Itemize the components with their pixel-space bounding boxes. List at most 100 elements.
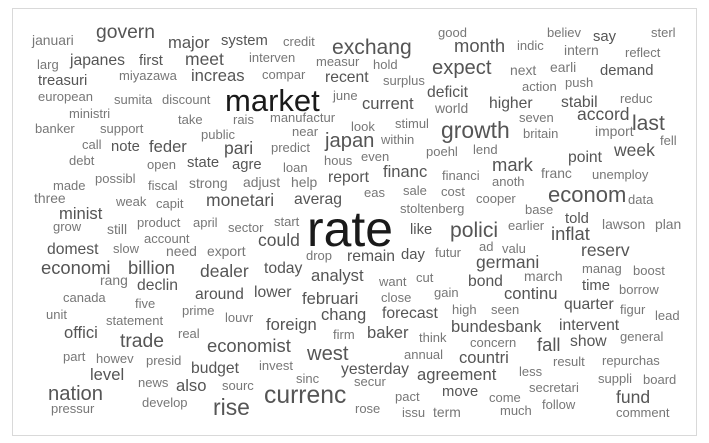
word-interven: interven bbox=[249, 50, 296, 65]
word-expect: expect bbox=[432, 57, 492, 79]
word-adjust: adjust bbox=[243, 174, 281, 190]
word-last: last bbox=[632, 112, 665, 135]
word-hous: hous bbox=[324, 153, 353, 168]
word-feder: feder bbox=[149, 137, 187, 156]
word-drop: drop bbox=[306, 248, 333, 263]
word-fell: fell bbox=[660, 133, 677, 148]
word-compar: compar bbox=[262, 67, 306, 82]
word-note: note bbox=[111, 139, 140, 155]
word-chang: chang bbox=[321, 305, 367, 324]
word-pact: pact bbox=[395, 389, 420, 404]
word-next: next bbox=[510, 62, 537, 78]
word-foreign: foreign bbox=[266, 315, 317, 334]
word-issu: issu bbox=[402, 405, 426, 420]
word-less: less bbox=[519, 364, 543, 379]
word-boost: boost bbox=[633, 263, 665, 278]
word-part: part bbox=[63, 349, 86, 364]
word-canada: canada bbox=[63, 290, 106, 305]
word-system: system bbox=[221, 33, 268, 49]
word-still: still bbox=[107, 221, 128, 237]
word-sinc: sinc bbox=[296, 371, 320, 386]
word-come: come bbox=[489, 390, 521, 405]
word-west: west bbox=[307, 343, 349, 365]
word-open: open bbox=[147, 157, 176, 172]
word-current: current bbox=[362, 94, 414, 113]
word-miyazawa: miyazawa bbox=[119, 68, 177, 83]
word-rate: rate bbox=[307, 201, 393, 257]
word-increas: increas bbox=[191, 66, 245, 85]
word-fund: fund bbox=[616, 387, 651, 407]
word-european: european bbox=[38, 89, 93, 104]
word-credit: credit bbox=[283, 34, 315, 49]
word-currenc: currenc bbox=[264, 382, 347, 409]
word-within: within bbox=[381, 132, 415, 147]
word-futur: futur bbox=[435, 245, 462, 260]
word-offici: offici bbox=[64, 323, 98, 342]
word-recent: recent bbox=[325, 69, 369, 86]
word-think: think bbox=[419, 330, 447, 345]
word-weak: weak bbox=[116, 194, 147, 209]
word-rang: rang bbox=[100, 272, 128, 288]
word-countri: countri bbox=[459, 348, 509, 367]
word-lead: lead bbox=[655, 308, 680, 323]
word-need: need bbox=[166, 243, 197, 259]
word-want: want bbox=[379, 274, 407, 289]
word-econom: econom bbox=[548, 182, 627, 207]
word-world: world bbox=[435, 100, 469, 116]
word-action: action bbox=[522, 79, 557, 94]
word-anoth: anoth bbox=[492, 174, 525, 189]
word-reserv: reserv bbox=[581, 240, 630, 260]
word-month: month bbox=[454, 35, 506, 56]
word-intervent: intervent bbox=[559, 317, 620, 334]
word-exchang: exchang bbox=[332, 36, 412, 59]
word-economist: economist bbox=[207, 335, 291, 356]
word-slow: slow bbox=[113, 241, 140, 256]
word-grow: grow bbox=[53, 219, 82, 234]
word-rais: rais bbox=[233, 112, 254, 127]
word-earli: earli bbox=[550, 59, 577, 75]
word-financ: financ bbox=[383, 162, 428, 181]
word-like: like bbox=[410, 222, 433, 238]
word-howev: howev bbox=[96, 351, 134, 366]
word-move: move bbox=[442, 384, 479, 400]
word-secretari: secretari bbox=[529, 380, 579, 395]
word-pressur: pressur bbox=[51, 401, 95, 416]
word-unit: unit bbox=[46, 307, 67, 322]
word-discount: discount bbox=[162, 92, 211, 107]
word-continu: continu bbox=[504, 284, 558, 303]
word-inflat: inflat bbox=[551, 223, 590, 244]
word-invest: invest bbox=[259, 358, 293, 373]
word-cost: cost bbox=[441, 184, 465, 199]
word-analyst: analyst bbox=[311, 266, 364, 285]
word-time: time bbox=[582, 278, 610, 294]
word-base: base bbox=[525, 202, 554, 217]
word-rise: rise bbox=[213, 394, 250, 420]
word-hold: hold bbox=[373, 57, 398, 72]
word-help: help bbox=[291, 174, 318, 190]
word-sale: sale bbox=[403, 183, 427, 198]
word-close: close bbox=[381, 290, 412, 305]
word-follow: follow bbox=[542, 397, 576, 412]
word-support: support bbox=[100, 121, 144, 136]
word-borrow: borrow bbox=[619, 282, 659, 297]
word-poehl: poehl bbox=[426, 144, 458, 159]
word-repurchas: repurchas bbox=[602, 353, 660, 368]
word-earlier: earlier bbox=[508, 218, 545, 233]
word-dealer: dealer bbox=[200, 261, 249, 281]
word-today: today bbox=[264, 260, 303, 277]
word-believ: believ bbox=[547, 25, 581, 40]
word-data: data bbox=[628, 192, 654, 207]
word-first: first bbox=[139, 53, 163, 69]
word-predict: predict bbox=[271, 140, 311, 155]
word-mark: mark bbox=[492, 154, 533, 175]
word-account: account bbox=[144, 231, 190, 246]
word-news: news bbox=[138, 375, 169, 390]
word-report: report bbox=[328, 169, 369, 186]
word-week: week bbox=[614, 140, 655, 160]
word-strong: strong bbox=[189, 175, 228, 191]
word-show: show bbox=[570, 333, 607, 350]
word-five: five bbox=[135, 296, 156, 311]
word-stoltenberg: stoltenberg bbox=[400, 201, 465, 216]
word-debt: debt bbox=[69, 153, 95, 168]
word-stimul: stimul bbox=[395, 116, 429, 131]
